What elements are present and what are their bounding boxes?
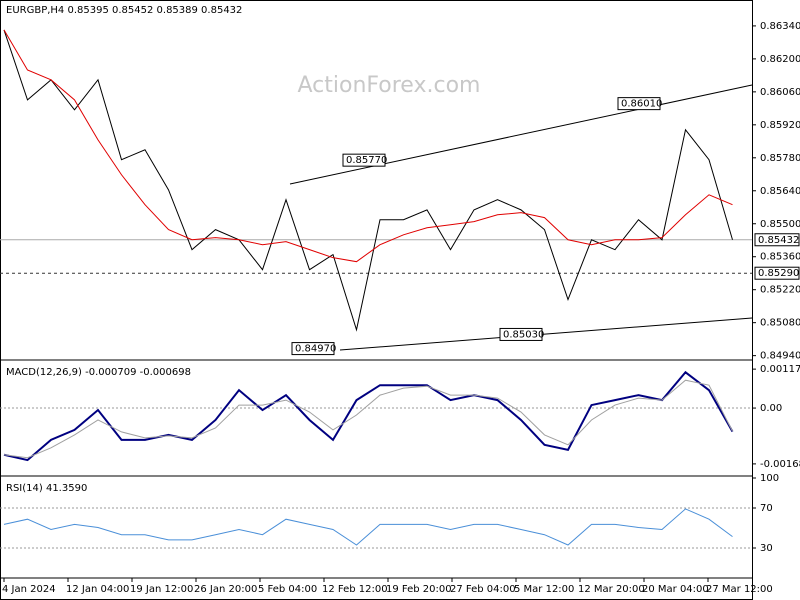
y-tick-label: 0.85220: [760, 285, 800, 296]
x-tick-label: 4 Jan 2024: [2, 584, 56, 595]
panel-title: RSI(14) 41.3590: [6, 483, 87, 494]
y-tick-label: 0.001175: [760, 364, 800, 375]
y-tick-label: 0.86340: [760, 21, 800, 32]
y-tick-label: 70: [760, 503, 773, 514]
x-tick-label: 20 Mar 04:00: [642, 584, 709, 595]
annotation-box: [291, 342, 335, 356]
series-line: [3, 29, 733, 263]
annotation-label: 0.84970: [295, 344, 336, 355]
x-tick-label: 5 Mar 12:00: [514, 584, 574, 595]
series-line: [3, 370, 734, 462]
trend-line: [339, 317, 753, 351]
annotation-box: [342, 153, 386, 167]
x-tick-label: 12 Mar 20:00: [578, 584, 645, 595]
series-line: [3, 508, 733, 546]
price-label-box: [754, 266, 800, 280]
price-label: 0.85290: [758, 268, 799, 279]
annotation-box: [499, 327, 543, 341]
y-tick-label: 0.00: [760, 403, 782, 414]
y-tick-label: 30: [760, 543, 773, 554]
x-tick-label: 27 Mar 12:00: [706, 584, 773, 595]
y-tick-label: 0.85080: [760, 318, 800, 329]
annotation-label: 0.85030: [503, 329, 544, 340]
y-tick-label: 0.84940: [760, 351, 800, 362]
x-tick-label: 27 Feb 04:00: [450, 584, 516, 595]
y-tick-label: 0.85920: [760, 120, 800, 131]
symbol-header: EURGBP,H4 0.85395 0.85452 0.85389 0.8543…: [6, 5, 242, 16]
y-tick-label: 100: [760, 473, 779, 484]
x-tick-label: 19 Feb 20:00: [386, 584, 452, 595]
x-tick-label: 5 Feb 04:00: [258, 584, 317, 595]
price-label-box: [754, 233, 800, 247]
y-tick-label: 0.85640: [760, 186, 800, 197]
y-tick-label: 0.85780: [760, 153, 800, 164]
annotation-box: [617, 97, 661, 111]
watermark: ActionForex.com: [298, 73, 481, 98]
series-line: [3, 29, 733, 332]
annotation-label: 0.86010: [621, 99, 662, 110]
y-tick-label: 0.85500: [760, 219, 800, 230]
x-tick-label: 12 Jan 04:00: [66, 584, 129, 595]
x-tick-label: 12 Feb 12:00: [322, 584, 388, 595]
price-label: 0.85432: [758, 235, 799, 246]
series-line: [3, 379, 733, 459]
y-tick-label: 0.86200: [760, 54, 800, 65]
panel-title: MACD(12,26,9) -0.000709 -0.000698: [6, 367, 191, 378]
annotation-label: 0.85770: [346, 155, 387, 166]
x-tick-label: 19 Jan 12:00: [130, 584, 193, 595]
trend-line: [289, 84, 753, 185]
y-tick-label: 0.86060: [760, 87, 800, 98]
y-tick-label: 0.85360: [760, 252, 800, 263]
y-tick-label: -0.001685: [760, 459, 800, 470]
x-tick-label: 26 Jan 20:00: [194, 584, 257, 595]
